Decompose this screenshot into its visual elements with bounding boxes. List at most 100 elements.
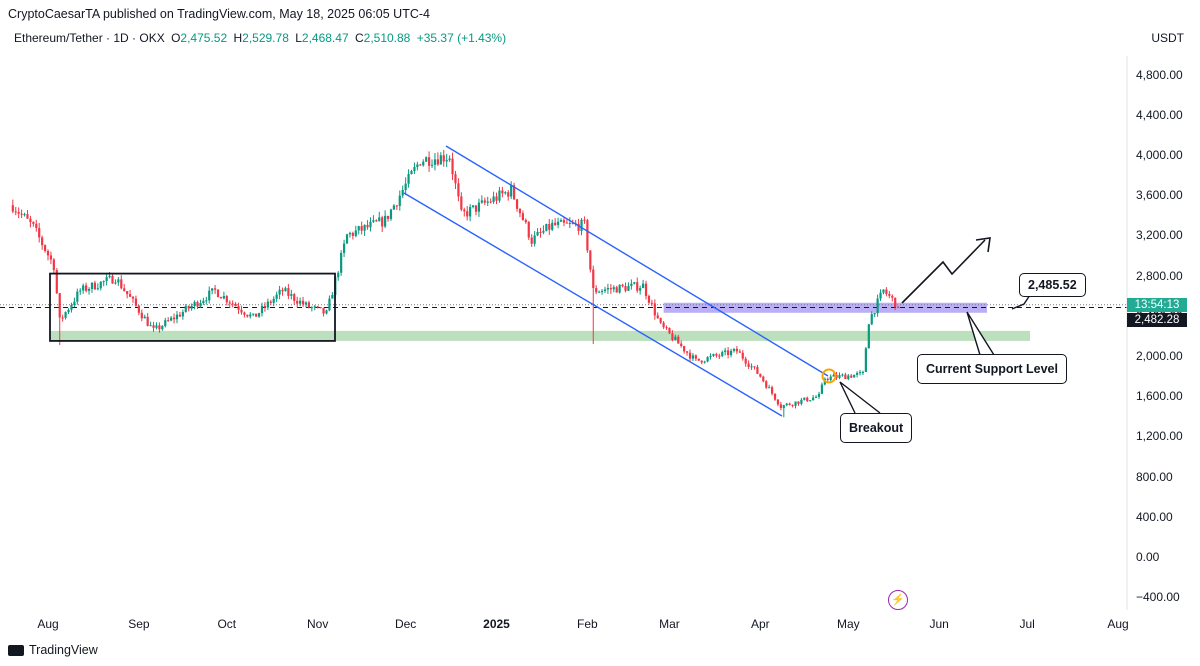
candle <box>360 221 363 235</box>
candle <box>882 289 885 295</box>
candle <box>685 350 689 356</box>
candle <box>835 371 838 380</box>
candle <box>20 209 23 219</box>
y-tick-label: 800.00 <box>1136 469 1173 484</box>
candles <box>11 149 900 418</box>
support-callout[interactable]: Current Support Level <box>917 354 1067 384</box>
candle <box>436 152 439 166</box>
candle <box>193 300 196 310</box>
high-value: 2,529.78 <box>242 31 289 45</box>
candle <box>281 287 284 296</box>
candle <box>120 275 123 290</box>
candle <box>249 312 252 319</box>
candle <box>378 211 381 222</box>
candle <box>633 281 636 285</box>
candle <box>257 312 261 318</box>
candle <box>404 177 407 196</box>
x-tick-label: 2025 <box>483 617 510 631</box>
candle <box>817 391 821 399</box>
price-axis[interactable]: 4,800.00 4,400.00 4,000.00 3,600.00 3,200.00… <box>1128 56 1200 616</box>
candle <box>814 395 818 399</box>
low-label: L <box>295 31 302 45</box>
candle <box>800 397 803 406</box>
lightning-icon[interactable]: ⚡ <box>888 590 908 610</box>
candle <box>847 373 850 381</box>
candle <box>556 217 560 229</box>
candle <box>621 283 624 288</box>
candle <box>328 295 331 312</box>
candle <box>477 198 481 217</box>
candle <box>888 290 891 299</box>
candle <box>67 308 70 314</box>
candle <box>299 297 302 307</box>
x-tick-label: Mar <box>659 617 680 631</box>
candle <box>688 349 692 362</box>
candle <box>389 208 393 221</box>
candle <box>768 384 771 389</box>
candle <box>316 305 319 309</box>
symbol-legend: Ethereum/Tether · 1D · OKX O2,475.52 H2,… <box>14 31 506 45</box>
candle <box>407 169 410 188</box>
candle <box>93 280 97 291</box>
candle <box>644 280 648 300</box>
candle <box>653 299 656 320</box>
candle <box>155 322 158 330</box>
x-tick-label: Oct <box>217 617 237 631</box>
candle <box>337 271 340 281</box>
candle <box>340 250 343 276</box>
candle <box>897 306 900 309</box>
breakout-callout[interactable]: Breakout <box>840 413 913 443</box>
candle <box>463 207 466 217</box>
candle <box>345 233 349 244</box>
candle <box>114 279 117 285</box>
candle <box>11 199 14 214</box>
candle <box>319 307 322 309</box>
candle <box>606 283 610 294</box>
candle <box>17 207 20 219</box>
candle <box>149 321 152 327</box>
support-callout-pointer <box>966 311 995 356</box>
candle <box>307 300 311 309</box>
candle <box>533 231 536 247</box>
candle <box>313 304 316 311</box>
candle <box>301 296 305 307</box>
candle <box>595 285 598 295</box>
candle <box>43 244 47 253</box>
y-tick-label: 4,400.00 <box>1136 107 1183 122</box>
candle <box>170 315 173 322</box>
candle <box>873 312 876 318</box>
symbol-name[interactable]: Ethereum/Tether · 1D · OKX <box>14 31 165 45</box>
candle <box>287 284 290 300</box>
candle <box>167 317 170 322</box>
candle <box>600 288 604 295</box>
candle <box>331 292 334 299</box>
candle <box>460 192 463 212</box>
candle <box>806 396 809 403</box>
candle <box>542 225 545 235</box>
change-value: +35.37 (+1.43%) <box>416 31 507 45</box>
candle <box>879 289 882 302</box>
candle <box>812 394 815 401</box>
candle <box>255 313 258 317</box>
candle <box>392 204 396 210</box>
candle <box>296 296 299 308</box>
candle <box>140 309 143 322</box>
candle <box>486 196 489 206</box>
candle <box>117 276 120 286</box>
candle <box>32 221 35 227</box>
candle <box>668 327 671 335</box>
countdown-badge: 13:54:13 <box>1127 298 1187 312</box>
candle <box>554 218 557 227</box>
candle <box>164 317 167 328</box>
price-callout[interactable]: 2,485.52 <box>1019 273 1086 297</box>
open-value: 2,475.52 <box>180 31 228 45</box>
candle <box>184 304 187 313</box>
candle <box>677 334 680 344</box>
candle <box>791 404 794 408</box>
channel-lower-line <box>403 192 783 417</box>
candle <box>413 162 416 174</box>
breakout-callout-pointer <box>839 381 881 414</box>
candle <box>680 340 683 348</box>
candle <box>612 285 615 293</box>
